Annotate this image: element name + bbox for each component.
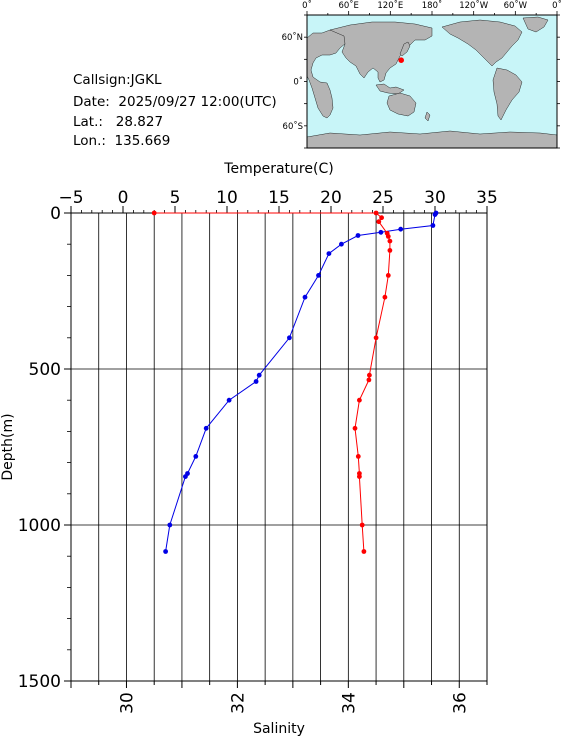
salinity-data-point: [373, 210, 379, 216]
depth-axis-label: Depth(m): [0, 413, 16, 480]
map-lat-label: 60˚S: [283, 121, 303, 132]
land-australia: [386, 92, 417, 117]
temperature-tick-label: 0: [118, 188, 129, 208]
temperature-data-point: [430, 223, 436, 228]
salinity-data-point: [366, 377, 372, 383]
salinity-data-point: [385, 234, 391, 239]
temperature-data-point: [339, 241, 344, 247]
location-map: 0˚ 60˚E 120˚E 180˚ 120˚W 60˚W 0˚ 60˚N 0˚ 60˚S: [282, 0, 562, 149]
salinity-data-point: [376, 219, 382, 225]
depth-tick-label: 500: [29, 360, 61, 380]
map-lon-label: 120˚W: [459, 0, 488, 11]
temperature-tick-label: 25: [372, 188, 394, 208]
salinity-data-point: [379, 215, 384, 221]
temperature-profile-line: [165, 212, 437, 552]
salinity-data-point: [385, 273, 391, 278]
salinity-data-point: [373, 335, 379, 341]
land-new-zealand: [424, 111, 431, 122]
temperature-tick-label: 15: [268, 188, 290, 208]
date-text: Date: 2025/09/27 12:00(UTC): [73, 94, 277, 110]
salinity-data-point: [387, 248, 393, 253]
salinity-tick-label: 32: [228, 692, 248, 714]
salinity-tick-label: 36: [450, 692, 470, 714]
land-indonesia: [375, 83, 405, 95]
salinity-data-point: [382, 294, 388, 300]
salinity-data-point: [387, 238, 393, 244]
land-south-america: [492, 67, 523, 121]
salinity-data-point: [151, 210, 157, 216]
temperature-data-point: [302, 294, 308, 300]
temperature-tick-label: 5: [170, 188, 181, 208]
land-north-america: [441, 19, 523, 67]
temperature-tick-label: 35: [476, 188, 498, 208]
temperature-data-point: [193, 454, 199, 459]
temperature-data-point: [203, 425, 209, 431]
temperature-tick-label: 10: [216, 188, 238, 208]
plot-frame: [70, 212, 488, 682]
salinity-profile-line: [154, 212, 391, 552]
salinity-data-point: [357, 474, 362, 479]
temperature-data-point: [163, 549, 169, 554]
station-location-marker: [398, 57, 405, 63]
salinity-data-point: [359, 522, 365, 528]
map-lat-label: 0˚: [293, 77, 303, 88]
salinity-data-point: [352, 425, 358, 431]
map-lon-label: 60˚W: [504, 0, 528, 11]
temperature-tick-label: 20: [320, 188, 342, 208]
temperature-tick-label: −5: [58, 188, 83, 208]
land-asia: [329, 21, 433, 83]
map-lon-label: 0˚: [302, 0, 312, 11]
map-lon-label: 60˚E: [338, 0, 358, 11]
map-lon-label: 180˚: [422, 0, 442, 11]
callsign-text: Callsign:JGKL: [73, 72, 162, 88]
temperature-data-point: [398, 226, 404, 232]
temperature-data-point: [432, 212, 438, 218]
temperature-data-point: [226, 397, 232, 403]
salinity-data-point: [361, 549, 367, 554]
depth-tick-label: 1000: [18, 516, 61, 536]
temperature-data-point: [183, 474, 188, 479]
salinity-data-point: [355, 454, 361, 459]
salinity-tick-label: 34: [339, 692, 359, 714]
land-greenland: [522, 16, 549, 33]
temperature-data-point: [355, 233, 361, 238]
depth-tick-label: 0: [50, 204, 61, 224]
temperature-data-point: [326, 251, 332, 256]
temperature-data-point: [287, 335, 292, 341]
map-lat-label: 60˚N: [282, 32, 303, 43]
longitude-text: Lon.: 135.669: [73, 133, 171, 149]
map-lon-label: 0˚: [552, 0, 562, 11]
temperature-axis-label: Temperature(C): [223, 161, 333, 177]
temperature-data-point: [256, 372, 262, 378]
salinity-data-point: [367, 372, 372, 378]
temperature-data-point: [253, 379, 259, 384]
temperature-data-point: [167, 522, 173, 528]
temperature-data-point: [316, 273, 321, 278]
temperature-data-point: [378, 229, 384, 235]
temperature-tick-label: 30: [424, 188, 446, 208]
land-japan: [399, 41, 411, 57]
depth-tick-label: 1500: [18, 672, 61, 692]
salinity-data-point: [357, 397, 362, 403]
latitude-text: Lat.: 28.827: [73, 114, 164, 130]
salinity-tick-label: 30: [117, 692, 137, 714]
map-lon-label: 120˚E: [377, 0, 403, 11]
salinity-axis-label: Salinity: [253, 721, 305, 736]
